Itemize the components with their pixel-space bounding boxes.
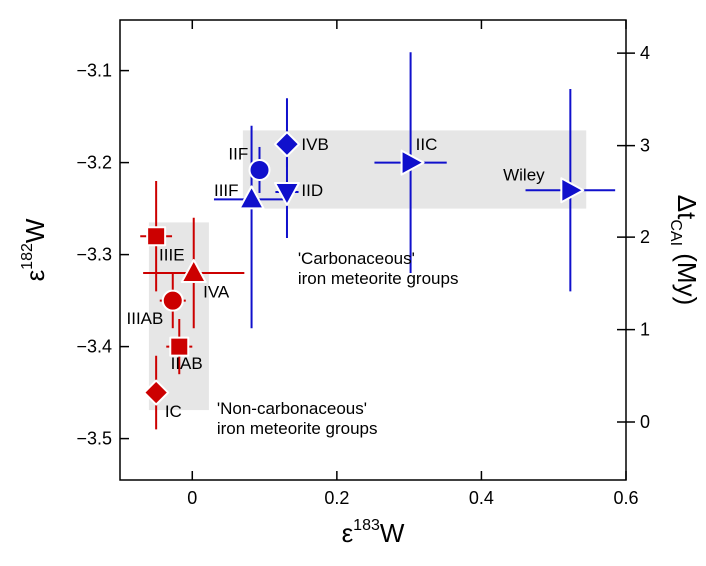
carbonaceous-region-label-line: iron meteorite groups xyxy=(298,269,459,288)
carbonaceous-region xyxy=(242,130,587,209)
y-tick-label: −3.3 xyxy=(76,245,112,265)
shaded-regions xyxy=(148,130,587,411)
noncarbonaceous-region xyxy=(148,222,209,411)
y-axis-label: ε182W xyxy=(19,218,50,281)
marker-iic xyxy=(400,149,425,176)
marker-iiiab xyxy=(161,289,184,312)
y-tick-label: −3.2 xyxy=(76,153,112,173)
x-tick-label: 0.4 xyxy=(469,488,494,508)
point-label-wiley: Wiley xyxy=(503,166,545,185)
point-label-iiif: IIIF xyxy=(214,181,239,200)
noncarbonaceous-region-label-line: iron meteorite groups xyxy=(217,419,378,438)
carbonaceous-region-label-line: 'Carbonaceous' xyxy=(298,249,415,268)
x-tick-label: 0.2 xyxy=(324,488,349,508)
noncarbonaceous-region-label-line: 'Non-carbonaceous' xyxy=(217,399,367,418)
plot-frame xyxy=(119,19,627,481)
point-label-iid: IID xyxy=(301,181,323,200)
x-axis-label: ε183W xyxy=(342,517,405,548)
marker-iiif xyxy=(238,185,265,210)
y2-tick-label: 0 xyxy=(640,412,650,432)
point-label-iic: IIC xyxy=(416,135,438,154)
point-label-iva: IVA xyxy=(203,282,230,301)
marker-wiley xyxy=(560,177,585,204)
axis-titles: ε183W ε182W ΔtCAI (My) xyxy=(19,195,702,548)
marker-iva xyxy=(180,259,207,283)
y-tick-label: −3.4 xyxy=(76,337,112,357)
point-label-iif: IIF xyxy=(228,144,248,163)
point-label-ic: IC xyxy=(165,402,182,421)
point-label-ivb: IVB xyxy=(301,135,328,154)
point-label-iiie: IIIE xyxy=(159,246,185,265)
y2-tick-label: 4 xyxy=(640,43,650,63)
marker-iiie xyxy=(146,226,167,247)
marker-ivb xyxy=(273,131,300,158)
point-label-iiab: IIAB xyxy=(171,354,203,373)
y2-tick-label: 1 xyxy=(640,320,650,340)
marker-iif xyxy=(248,158,271,181)
point-labels: 'Carbonaceous' iron meteorite groups'Non-… xyxy=(127,135,546,438)
marker-ic xyxy=(143,379,170,406)
x-tick-label: 0.6 xyxy=(613,488,638,508)
y2-tick-label: 2 xyxy=(640,227,650,247)
x-tick-label: 0 xyxy=(187,488,197,508)
data-markers xyxy=(143,131,585,406)
error-bars xyxy=(140,52,616,430)
marker-iid xyxy=(273,182,300,207)
axes: 0 0.2 0.4 0.6 −3.5 −3.4 −3.3 −3.2 −3.1 0 1 2 3 4 xyxy=(76,19,650,508)
point-label-iiiab: IIIAB xyxy=(127,309,164,328)
carbonaceous-region-label: 'Carbonaceous' iron meteorite groups xyxy=(298,249,459,288)
marker-iiab xyxy=(169,336,190,357)
noncarbonaceous-region-label: 'Non-carbonaceous' iron meteorite groups xyxy=(217,399,378,438)
right-axis-label: ΔtCAI (My) xyxy=(667,195,702,305)
y-tick-label: −3.1 xyxy=(76,61,112,81)
y-tick-label: −3.5 xyxy=(76,429,112,449)
y2-tick-label: 3 xyxy=(640,136,650,156)
